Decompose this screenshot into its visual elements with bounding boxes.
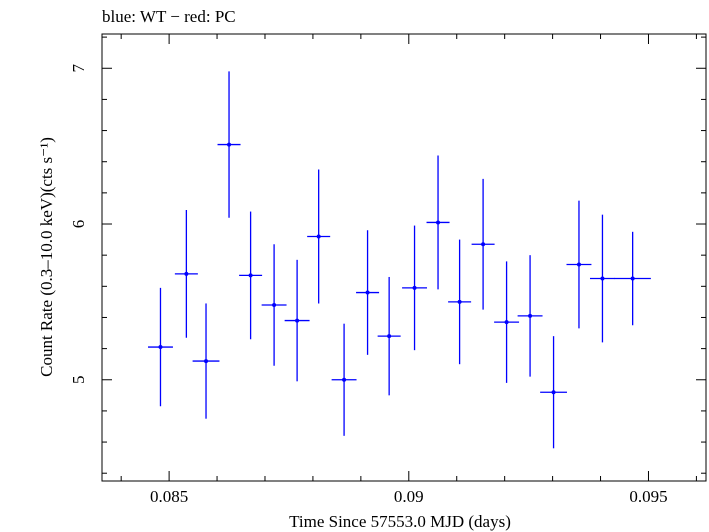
y-tick-label: 7 <box>69 64 88 73</box>
data-point <box>316 234 321 239</box>
x-tick-label: 0.085 <box>150 487 188 506</box>
data-series-layer <box>148 71 651 449</box>
y-tick-label: 6 <box>69 220 88 229</box>
x-axis-label: Time Since 57553.0 MJD (days) <box>289 512 511 531</box>
x-axis-ticks: 0.085 0.09 0.095 <box>120 34 697 506</box>
data-point <box>184 271 189 276</box>
x-tick-label: 0.09 <box>394 487 424 506</box>
data-point <box>204 359 209 364</box>
data-point <box>342 377 347 382</box>
data-point <box>457 299 462 304</box>
data-point <box>365 290 370 295</box>
series-wt <box>148 71 651 449</box>
data-point <box>272 303 277 308</box>
data-point <box>481 242 486 247</box>
data-point <box>436 220 441 225</box>
y-axis-label: Count Rate (0.3–10.0 keV)(cts s⁻¹) <box>37 137 56 377</box>
data-point <box>504 320 509 325</box>
y-tick-label: 5 <box>69 376 88 385</box>
data-point <box>248 273 253 278</box>
y-axis-ticks: 5 6 7 <box>69 36 706 474</box>
data-point <box>158 345 163 350</box>
data-point <box>412 285 417 290</box>
data-point <box>387 334 392 339</box>
chart-title: blue: WT − red: PC <box>102 7 236 26</box>
data-point <box>576 262 581 267</box>
x-tick-label: 0.095 <box>629 487 667 506</box>
plot-frame <box>101 33 707 482</box>
data-point <box>227 142 232 147</box>
data-point <box>551 390 556 395</box>
data-point <box>295 318 300 323</box>
data-point <box>600 276 605 281</box>
data-point <box>528 313 533 318</box>
data-point <box>630 276 635 281</box>
